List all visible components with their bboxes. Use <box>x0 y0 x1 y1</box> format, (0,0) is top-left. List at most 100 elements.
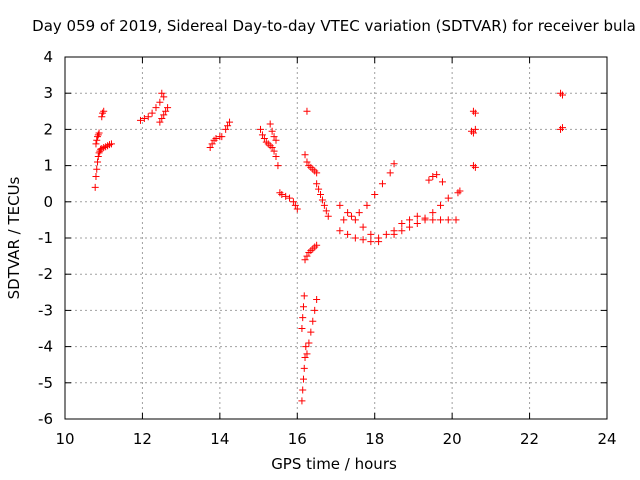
data-point <box>359 236 367 244</box>
data-point <box>454 189 462 197</box>
data-point <box>218 133 226 141</box>
data-point <box>93 165 101 173</box>
data-point <box>303 350 311 358</box>
x-tick-label: 18 <box>365 430 384 448</box>
series-arc-d <box>136 93 168 124</box>
data-point <box>206 144 214 151</box>
data-point <box>469 162 477 170</box>
data-point <box>99 109 107 117</box>
data-point <box>307 328 315 336</box>
series-arc-h <box>222 118 234 133</box>
y-tick-label: -6 <box>38 410 53 428</box>
data-point <box>262 138 270 146</box>
data-point <box>91 183 99 191</box>
x-axis-label: GPS time / hours <box>271 455 397 473</box>
data-point <box>305 339 313 347</box>
data-point <box>313 169 321 177</box>
data-point <box>270 147 278 155</box>
series-arc-j <box>266 120 280 144</box>
data-point <box>311 243 319 251</box>
data-point <box>107 140 115 148</box>
y-tick-label: 1 <box>43 157 53 175</box>
chart-title: Day 059 of 2019, Sidereal Day-to-day VTE… <box>32 17 636 35</box>
grid-layer <box>65 57 607 419</box>
data-points <box>91 89 566 405</box>
y-tick-label: 2 <box>43 120 53 138</box>
x-tick-label: 20 <box>443 430 462 448</box>
data-point <box>266 120 274 128</box>
data-point <box>425 176 433 184</box>
data-point <box>307 247 315 255</box>
data-point <box>95 129 103 137</box>
series-arc-l <box>301 151 321 177</box>
data-point <box>268 127 276 135</box>
data-point <box>140 115 148 123</box>
data-point <box>336 227 344 235</box>
data-point <box>344 209 352 217</box>
data-point <box>260 134 268 142</box>
data-point <box>429 216 437 224</box>
data-point <box>299 314 307 322</box>
data-point <box>210 136 218 144</box>
series-arc-g <box>206 133 226 151</box>
series-arc-b <box>92 129 103 148</box>
data-point <box>313 180 321 188</box>
data-point <box>382 230 390 238</box>
data-point <box>148 109 156 117</box>
data-point <box>144 113 152 121</box>
data-point <box>471 163 479 171</box>
data-point <box>313 296 321 304</box>
data-point <box>557 125 565 133</box>
data-point <box>272 136 280 144</box>
data-point <box>557 89 565 97</box>
series-arc-x <box>438 178 446 186</box>
series-arc-p <box>298 343 310 405</box>
data-point <box>421 216 429 224</box>
data-point <box>303 158 311 166</box>
data-point <box>390 230 398 238</box>
series-arc-i <box>257 125 282 170</box>
y-tick-label: -1 <box>38 229 53 247</box>
data-point <box>268 144 276 151</box>
y-tick-label: 3 <box>43 84 53 102</box>
data-point <box>100 107 108 115</box>
series-arc-u <box>336 201 383 246</box>
data-point <box>320 201 328 209</box>
data-point <box>303 252 311 260</box>
data-point <box>208 140 216 148</box>
series-arc-ab <box>469 162 479 171</box>
data-point <box>429 172 437 180</box>
data-point <box>278 191 286 199</box>
data-point <box>305 162 313 170</box>
series-arc-v <box>390 194 452 238</box>
series-arc-w <box>425 171 441 184</box>
data-point <box>282 192 290 200</box>
y-tick-label: -4 <box>38 338 53 356</box>
data-point <box>469 129 477 137</box>
data-point <box>386 169 394 177</box>
data-point <box>299 386 307 394</box>
data-point <box>311 167 319 175</box>
data-point <box>344 230 352 238</box>
data-point <box>309 317 317 325</box>
data-point <box>305 248 313 256</box>
data-point <box>92 140 100 148</box>
x-tick-label: 22 <box>520 430 539 448</box>
data-point <box>406 223 414 231</box>
data-point <box>398 227 406 235</box>
series-arc-a <box>91 140 115 191</box>
data-point <box>164 104 172 112</box>
series-arc-r <box>298 292 308 332</box>
series-arc-c <box>98 107 108 121</box>
data-point <box>309 165 317 173</box>
y-tick-label: -2 <box>38 265 53 283</box>
data-point <box>162 107 170 115</box>
data-point <box>286 194 294 202</box>
data-point <box>351 216 359 224</box>
data-point <box>307 163 315 171</box>
data-point <box>152 104 160 112</box>
data-point <box>444 194 452 202</box>
data-point <box>156 98 164 106</box>
data-point <box>363 201 371 209</box>
